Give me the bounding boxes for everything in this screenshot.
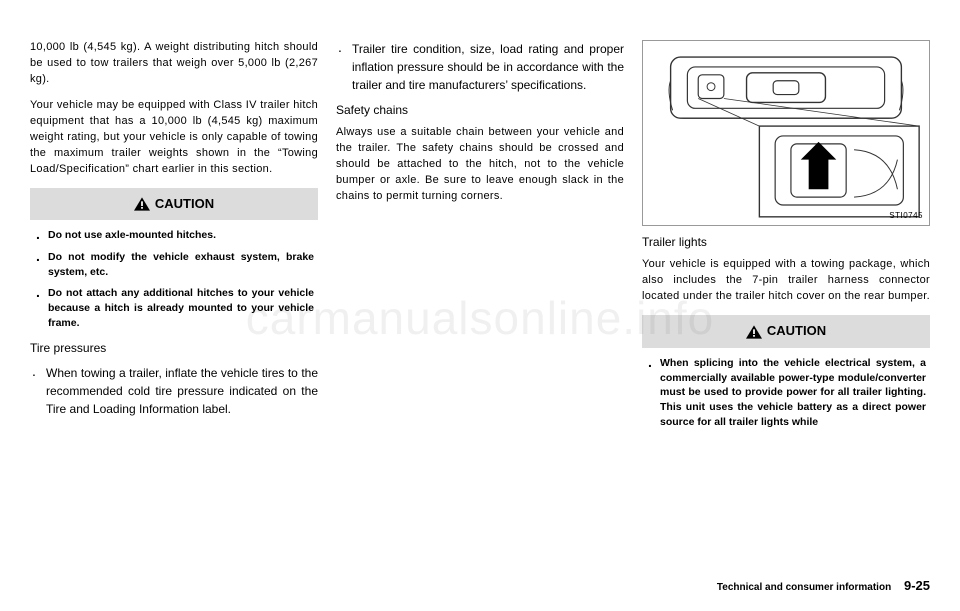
list-item: Trailer tire condition, size, load ratin… [336, 40, 624, 94]
column-2: Trailer tire condition, size, load ratin… [336, 40, 624, 570]
caution-header: CAUTION [30, 188, 318, 221]
trailer-hitch-illustration: STI0745 [642, 40, 930, 226]
caution-box: CAUTION Do not use axle-mounted hitches.… [30, 188, 318, 331]
para: Your vehicle is equipped with a towing p… [642, 257, 930, 305]
illustration-code: STI0745 [889, 210, 923, 222]
body-list: When towing a trailer, inflate the vehic… [30, 364, 318, 418]
manual-page: 10,000 lb (4,545 kg). A weight distribut… [0, 0, 960, 611]
caution-item: Do not modify the vehicle exhaust system… [34, 250, 314, 279]
caution-header: CAUTION [642, 315, 930, 348]
subhead: Safety chains [336, 102, 624, 119]
subhead: Tire pressures [30, 340, 318, 357]
caution-item: Do not use axle-mounted hitches. [34, 228, 314, 243]
subhead: Trailer lights [642, 234, 930, 251]
page-number: 9-25 [904, 578, 930, 593]
column-1: 10,000 lb (4,545 kg). A weight distribut… [30, 40, 318, 570]
columns-wrap: 10,000 lb (4,545 kg). A weight distribut… [30, 40, 930, 570]
caution-item: When splicing into the vehicle electrica… [646, 356, 926, 429]
warning-icon [134, 197, 150, 211]
column-3: STI0745 Trailer lights Your vehicle is e… [642, 40, 930, 570]
caution-list: Do not use axle-mounted hitches. Do not … [30, 220, 318, 330]
caution-item: Do not attach any additional hitches to … [34, 286, 314, 330]
list-item: When towing a trailer, inflate the vehic… [30, 364, 318, 418]
page-footer: Technical and consumer information 9-25 [717, 578, 930, 593]
caution-label: CAUTION [767, 322, 826, 341]
hitch-svg [643, 41, 929, 225]
section-name: Technical and consumer information [717, 582, 891, 593]
caution-list: When splicing into the vehicle electrica… [642, 348, 930, 429]
warning-icon [746, 325, 762, 339]
body-list: Trailer tire condition, size, load ratin… [336, 40, 624, 94]
caution-box: CAUTION When splicing into the vehicle e… [642, 315, 930, 429]
para: 10,000 lb (4,545 kg). A weight distribut… [30, 40, 318, 88]
caution-label: CAUTION [155, 195, 214, 214]
para: Always use a suitable chain between your… [336, 125, 624, 205]
para: Your vehicle may be equipped with Class … [30, 98, 318, 178]
